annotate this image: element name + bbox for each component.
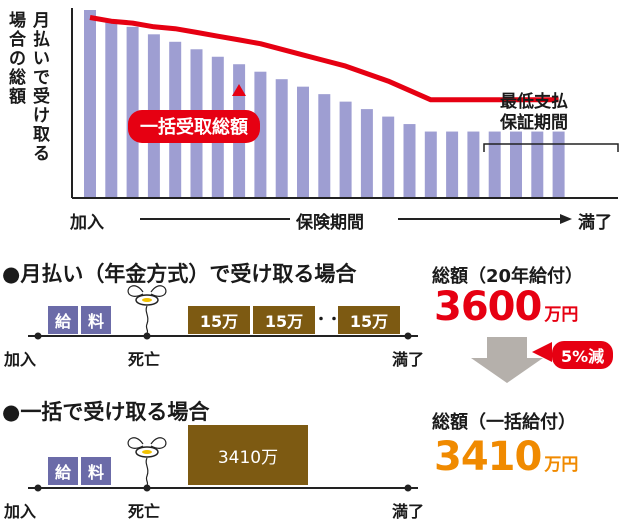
timeline-start-dot <box>34 332 42 340</box>
annuity-payment: 15万 <box>188 306 250 334</box>
monthly-total-unit: 万円 <box>544 305 579 325</box>
bar <box>552 131 565 197</box>
bar <box>403 124 416 197</box>
bar <box>488 131 501 197</box>
bar <box>531 131 544 197</box>
lump-sum-callout: 一括受取総額 <box>128 110 260 143</box>
y-axis-label-col2: 場合の総額 <box>9 11 26 107</box>
angel-icon <box>127 285 167 334</box>
timeline-start-label: 加入 <box>4 502 37 521</box>
min-period-bracket <box>483 143 619 152</box>
x-axis-start-label: 加入 <box>70 213 104 233</box>
lump-sum-payment: 3410万 <box>188 425 308 485</box>
timeline-death-label: 死亡 <box>128 350 161 369</box>
bar <box>446 131 459 197</box>
angel-icon <box>127 437 167 486</box>
reduction-badge: 5%減 <box>552 341 614 369</box>
x-axis-title: 保険期間 <box>296 213 364 233</box>
bar <box>275 79 288 197</box>
lump-total-value: 3410 <box>434 434 542 480</box>
min-period-label-line1: 最低支払 <box>500 92 568 112</box>
bar-series <box>84 10 565 198</box>
bar <box>105 19 118 197</box>
bar <box>467 131 480 197</box>
lump-total-title: 総額（一括給付） <box>432 412 576 433</box>
monthly-section-title: ●月払い（年金方式）で受け取る場合 <box>2 262 357 286</box>
annuity-payment: 15万 <box>253 306 315 334</box>
timeline-start-dot <box>34 484 42 492</box>
bar <box>510 131 522 197</box>
timeline-end-dot <box>404 332 412 340</box>
lump-total-unit: 万円 <box>544 455 579 475</box>
lump-sum-line <box>89 15 559 103</box>
callout-pointer <box>232 84 246 96</box>
lump-section-title: ●一括で受け取る場合 <box>2 400 210 424</box>
salary-pill: 給 <box>48 306 78 334</box>
timeline-end-label: 満了 <box>392 350 425 369</box>
lump-total: 3410 万円 <box>434 437 578 485</box>
bar <box>318 94 331 197</box>
x-axis-end-label: 満了 <box>578 213 612 233</box>
salary-pill: 料 <box>81 457 111 485</box>
bar <box>297 86 309 197</box>
timeline-start-label: 加入 <box>4 350 37 369</box>
badge-pointer <box>532 342 552 362</box>
monthly-total: 3600 万円 <box>434 287 578 335</box>
salary-pill: 給 <box>48 457 78 485</box>
salary-pill: 料 <box>81 306 111 334</box>
min-period-label-line2: 保証期間 <box>500 113 568 133</box>
min-period-label: 最低支払 保証期間 <box>500 92 568 134</box>
timeline-death-label: 死亡 <box>128 502 161 521</box>
bar <box>254 71 267 197</box>
timeline-death-dot <box>143 484 151 492</box>
timeline-death-dot <box>143 332 151 340</box>
bar <box>84 10 96 197</box>
monthly-total-title: 総額（20年給付） <box>432 266 584 287</box>
timeline-end-dot <box>404 484 412 492</box>
reduction-arrow <box>471 337 543 383</box>
y-axis-label-col1: 月払いで受け取る <box>33 11 50 164</box>
bar <box>360 109 373 197</box>
timeline-end-label: 満了 <box>392 502 425 521</box>
monthly-total-value: 3600 <box>434 284 542 330</box>
annuity-payment: 15万 <box>338 306 400 334</box>
bar <box>382 116 395 197</box>
period-arrowhead <box>560 214 572 224</box>
bar <box>424 131 437 197</box>
bar <box>339 101 352 197</box>
